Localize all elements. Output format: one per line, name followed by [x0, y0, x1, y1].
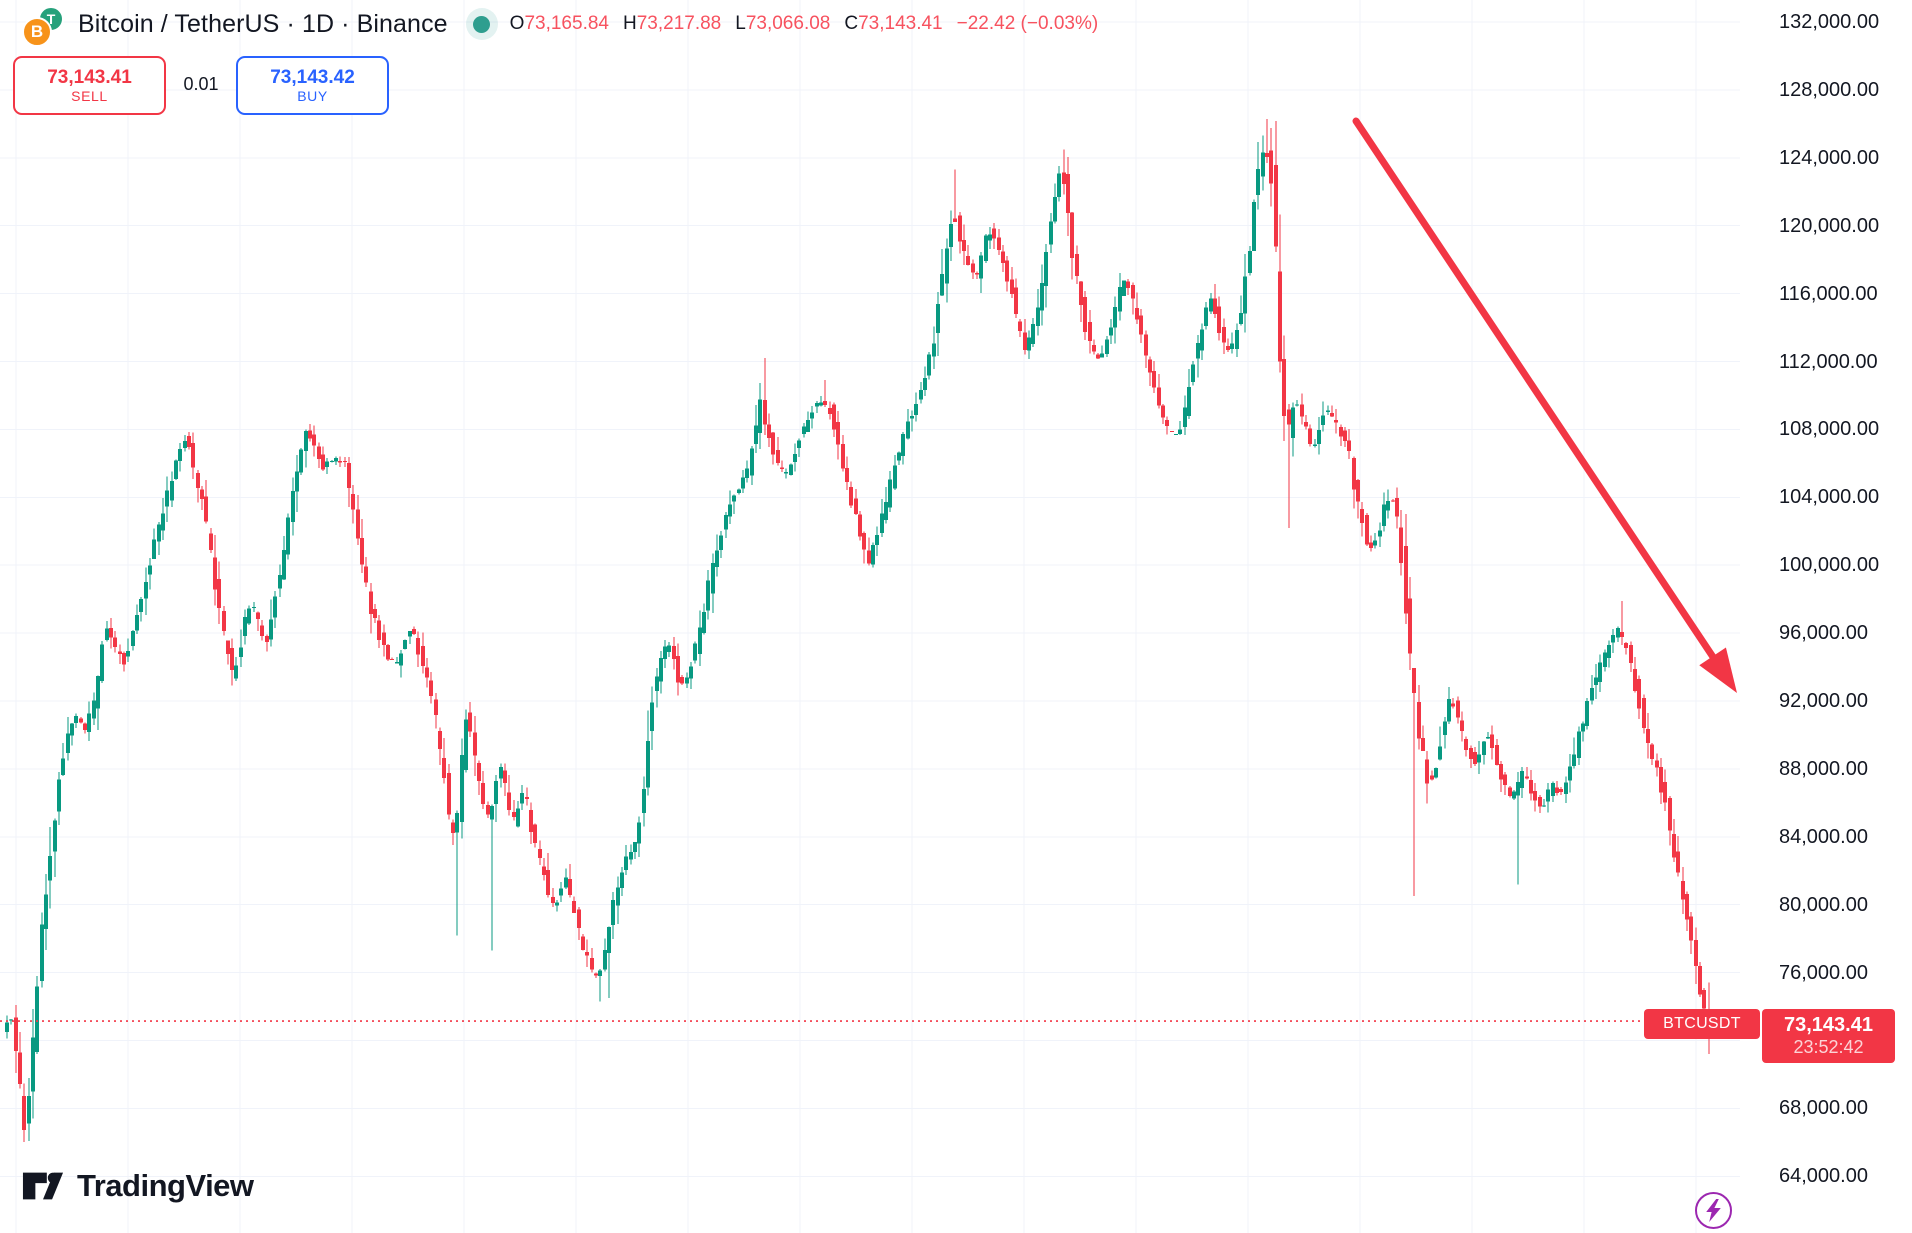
buy-label: BUY — [297, 88, 328, 105]
sell-button[interactable]: 73,143.41 SELL — [13, 56, 166, 115]
buy-button[interactable]: 73,143.42 BUY — [236, 56, 389, 115]
price-line-symbol-tag: BTCUSDT — [1644, 1009, 1760, 1039]
market-status-icon — [465, 8, 498, 40]
sell-label: SELL — [71, 88, 108, 105]
change-value: −22.42 (−0.03%) — [956, 13, 1099, 34]
ohlc-c-value: C73,143.41 — [844, 13, 943, 34]
sell-price: 73,143.41 — [47, 66, 132, 88]
price-scale-label: 132,000.00 — [1779, 11, 1880, 33]
price-scale-label: 84,000.00 — [1779, 825, 1868, 848]
ohlc-h-value: H73,217.88 — [622, 13, 722, 34]
price-scale-label: 76,000.00 — [1779, 961, 1868, 984]
spread-value: 0.01 — [183, 74, 219, 94]
price-scale-label: 116,000.00 — [1779, 282, 1878, 305]
price-scale-label: 92,000.00 — [1779, 690, 1868, 712]
market-open-dot-icon — [473, 15, 491, 33]
price-scale-label: 100,000.00 — [1779, 554, 1880, 577]
price-scale-label: 120,000.00 — [1779, 214, 1880, 237]
price-scale-label: 112,000.00 — [1779, 350, 1878, 373]
price-scale-label: 124,000.00 — [1779, 146, 1880, 169]
bar-countdown: 23:52:42 — [1793, 1037, 1864, 1058]
bitcoin-coin-icon: B — [22, 17, 52, 47]
price-scale-label: 80,000.00 — [1779, 893, 1868, 916]
ohlc-values: O73,165.84 H73,217.88 L73,066.08 C73,143.41… — [510, 13, 1099, 35]
price-scale-label: 64,000.00 — [1779, 1165, 1868, 1188]
chart-header: T B Bitcoin / TetherUS · 1D · Binance O7… — [12, 2, 1099, 47]
tradingview-logo-text: TradingView — [77, 1168, 254, 1203]
ohlc-l-value: L73,066.08 — [735, 13, 831, 34]
price-scale-label: 108,000.00 — [1779, 418, 1880, 441]
ohlc-o-value: O73,165.84 — [509, 13, 609, 34]
lightning-bolt-icon — [1706, 1199, 1721, 1222]
tradingview-logo[interactable]: TradingView — [22, 1168, 254, 1204]
last-price-value: 73,143.41 — [1784, 1014, 1873, 1037]
instant-order-button[interactable] — [1695, 1192, 1732, 1229]
price-scale-label: 104,000.00 — [1779, 486, 1880, 509]
price-scale-label: 88,000.00 — [1779, 757, 1868, 780]
price-scale-label: 128,000.00 — [1779, 78, 1880, 101]
symbol-pair-icon: T B — [12, 2, 66, 47]
price-scale-label: 96,000.00 — [1779, 622, 1868, 645]
price-scale-label: 68,000.00 — [1779, 1097, 1868, 1120]
buy-price: 73,143.42 — [270, 66, 355, 88]
symbol-title[interactable]: Bitcoin / TetherUS · 1D · Binance — [78, 9, 448, 38]
tradingview-mark-icon — [22, 1172, 64, 1200]
last-price-flag: 73,143.41 23:52:42 — [1762, 1009, 1895, 1063]
